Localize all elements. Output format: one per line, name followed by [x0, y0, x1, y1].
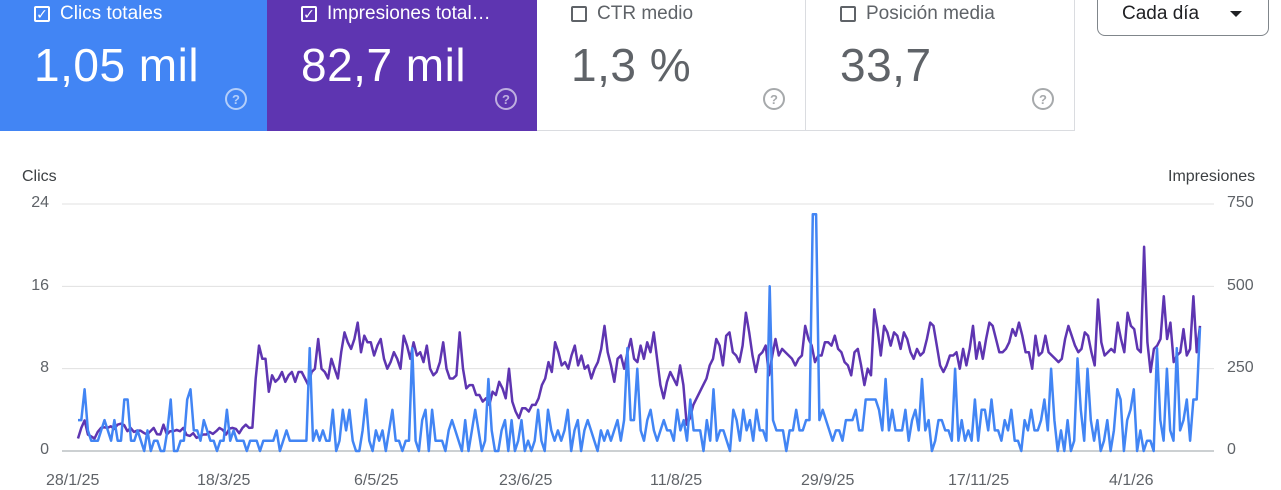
- x-tick-label: 23/6/25: [499, 472, 553, 489]
- help-icon[interactable]: ?: [763, 88, 785, 110]
- right-tick-label: 0: [1227, 441, 1236, 458]
- right-tick-label: 500: [1227, 277, 1254, 294]
- dropdown-label: Cada día: [1122, 3, 1200, 24]
- metric-card-ctr[interactable]: CTR medio 1,3 % ?: [537, 0, 806, 131]
- metric-value: 1,3 %: [571, 39, 692, 91]
- right-tick-label: 250: [1227, 359, 1254, 376]
- metric-card-header: Posición media: [840, 3, 995, 25]
- right-axis-title: Impresiones: [1168, 168, 1256, 185]
- checkbox-unchecked-icon[interactable]: [571, 6, 587, 22]
- left-tick-label: 8: [40, 359, 49, 376]
- metric-card-impressions[interactable]: ✓ Impresiones total… 82,7 mil ?: [267, 0, 537, 131]
- checkbox-checked-icon[interactable]: ✓: [34, 6, 50, 22]
- metric-card-header: ✓ Impresiones total…: [301, 3, 491, 25]
- x-tick-label: 11/8/25: [650, 472, 703, 489]
- metric-label: CTR medio: [597, 3, 694, 24]
- metric-cards: ✓ Clics totales 1,05 mil ? ✓ Impresiones…: [0, 0, 1075, 131]
- metric-card-header: ✓ Clics totales: [34, 3, 162, 25]
- x-tick-label: 18/3/25: [197, 472, 251, 489]
- metric-card-clicks[interactable]: ✓ Clics totales 1,05 mil ?: [0, 0, 267, 131]
- series-line-clics[interactable]: [78, 213, 1202, 453]
- x-tick-label: 29/9/25: [801, 472, 855, 489]
- help-icon[interactable]: ?: [495, 88, 517, 110]
- metric-label: Clics totales: [60, 3, 163, 24]
- left-tick-label: 24: [31, 194, 49, 211]
- granularity-dropdown[interactable]: Cada día: [1097, 0, 1269, 36]
- x-tick-label: 4/1/26: [1109, 472, 1154, 489]
- metric-value: 33,7: [840, 39, 932, 91]
- metric-card-position[interactable]: Posición media 33,7 ?: [806, 0, 1075, 131]
- checkbox-unchecked-icon[interactable]: [840, 6, 856, 22]
- series-line-impresiones[interactable]: [76, 245, 1202, 440]
- left-tick-label: 0: [40, 441, 49, 458]
- x-tick-label: 28/1/25: [46, 472, 100, 489]
- checkbox-checked-icon[interactable]: ✓: [301, 6, 317, 22]
- x-tick-label: 6/5/25: [354, 472, 399, 489]
- caret-down-icon: [1230, 11, 1242, 17]
- left-tick-label: 16: [31, 277, 49, 294]
- x-tick-label: 17/11/25: [948, 472, 1010, 489]
- metric-label: Impresiones total…: [327, 3, 491, 24]
- metric-label: Posición media: [866, 3, 995, 24]
- metric-value: 1,05 mil: [34, 39, 200, 91]
- help-icon[interactable]: ?: [1032, 88, 1054, 110]
- right-tick-label: 750: [1227, 194, 1254, 211]
- metric-value: 82,7 mil: [301, 39, 467, 91]
- metric-card-header: CTR medio: [571, 3, 693, 25]
- chart-series: [76, 213, 1202, 453]
- help-icon[interactable]: ?: [225, 88, 247, 110]
- left-axis-title: Clics: [22, 168, 57, 185]
